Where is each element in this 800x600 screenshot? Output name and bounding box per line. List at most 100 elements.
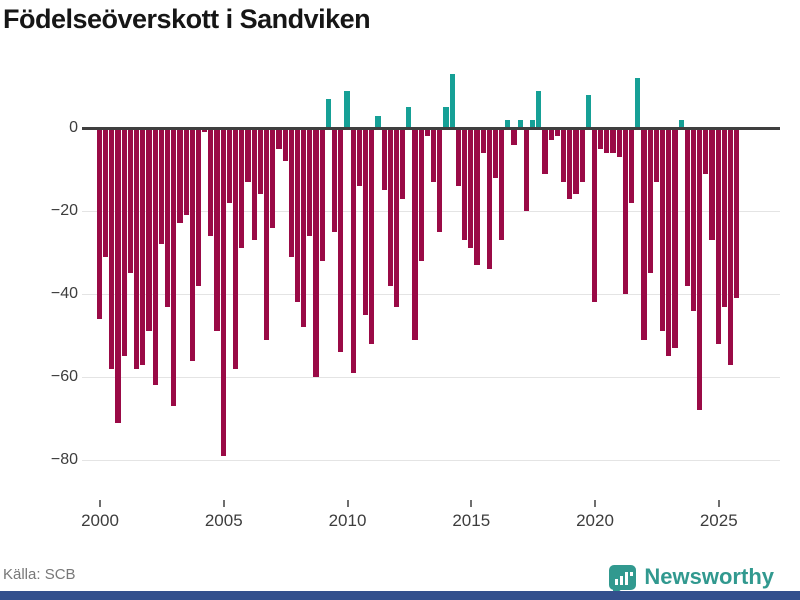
brand-footer-stripe (0, 591, 800, 600)
bar-negative (214, 128, 220, 332)
bar-negative (437, 128, 443, 232)
bar-negative (721, 128, 728, 307)
bar-negative (189, 128, 195, 361)
bar-positive (344, 90, 350, 128)
bar-negative (313, 128, 319, 378)
bar-negative (418, 128, 424, 261)
x-tick-label: 2015 (452, 511, 491, 530)
bar-negative (294, 128, 301, 303)
y-tick-label: −60 (50, 368, 78, 386)
chart-title: Födelseöverskott i Sandviken (3, 4, 371, 34)
newsworthy-wordmark: Newsworthy (644, 564, 774, 589)
zero-axis-line (82, 126, 780, 130)
bar-negative (257, 128, 263, 195)
bar-negative (697, 128, 703, 411)
bar-negative (468, 128, 474, 249)
bar-negative (579, 128, 585, 182)
bar-negative (183, 128, 189, 216)
x-tick-label: 2010 (328, 511, 367, 530)
y-tick-label: 0 (69, 119, 78, 136)
bar-negative (96, 128, 103, 319)
bar-negative (164, 128, 171, 307)
bar-negative (369, 128, 375, 344)
bar-negative (728, 128, 734, 365)
x-tick-mark (99, 500, 101, 507)
bar-negative (220, 128, 226, 456)
x-tick-mark (594, 500, 596, 507)
x-tick-mark (470, 500, 473, 507)
x-tick-mark (222, 500, 225, 507)
bar-negative (158, 128, 164, 245)
bar-negative (653, 128, 659, 182)
bar-negative (641, 128, 647, 340)
x-tick-label: 2025 (699, 511, 738, 530)
bar-positive (678, 119, 684, 128)
bar-negative (270, 128, 276, 228)
bar-positive (585, 94, 591, 128)
bar-negative (659, 128, 666, 332)
x-tick-label: 2020 (576, 511, 614, 530)
bar-negative (461, 128, 468, 241)
y-tick-label: −20 (50, 202, 78, 220)
gridline (82, 210, 780, 212)
bar-positive (530, 119, 536, 128)
gridline (82, 459, 780, 461)
bar-negative (307, 128, 313, 236)
bar-negative (591, 128, 598, 303)
bar-negative (127, 128, 134, 274)
bar-negative (350, 128, 356, 373)
bar-negative (121, 128, 127, 357)
bar-negative (455, 128, 461, 187)
bar-negative (647, 128, 653, 274)
bar-negative (573, 128, 579, 195)
bar-negative (393, 128, 400, 307)
bar-positive (517, 119, 523, 128)
bar-negative (332, 128, 338, 232)
bar-negative (152, 128, 158, 386)
bar-negative (134, 128, 140, 369)
bar-positive (505, 119, 511, 128)
x-tick-label: 2005 (204, 511, 243, 530)
bar-negative (362, 128, 369, 315)
y-tick-label: −80 (50, 451, 78, 469)
bar-negative (703, 128, 709, 174)
x-tick-mark (717, 500, 720, 507)
bar-positive (449, 74, 455, 128)
bar-negative (356, 128, 362, 187)
bar-negative (109, 128, 115, 369)
bar-negative (554, 128, 560, 137)
newsworthy-logo[interactable]: Newsworthy (609, 564, 774, 596)
source-caption: Källa: SCB (3, 566, 76, 583)
gridline (82, 293, 780, 295)
bar-negative (598, 128, 604, 149)
bar-negative (511, 128, 517, 145)
y-tick-label: −40 (50, 285, 78, 303)
bar-negative (263, 128, 270, 340)
bar-negative (690, 128, 697, 311)
bar-negative (622, 128, 629, 295)
bar-negative (486, 128, 492, 270)
bar-negative (629, 128, 635, 203)
bar-negative (177, 128, 183, 224)
bar-negative (245, 128, 251, 182)
bar-negative (276, 128, 282, 149)
bar-negative (338, 128, 344, 353)
bar-negative (499, 128, 505, 241)
bar-positive (406, 107, 412, 128)
bar-negative (251, 128, 257, 241)
bar-negative (400, 128, 406, 199)
bar-negative (412, 128, 418, 340)
bar-negative (239, 128, 245, 249)
bar-positive (635, 78, 641, 128)
bar-negative (381, 128, 387, 191)
bar-negative (474, 128, 480, 266)
bar-negative (616, 128, 622, 158)
bar-negative (171, 128, 177, 407)
bar-negative (146, 128, 152, 332)
bar-negative (103, 128, 109, 257)
bar-negative (542, 128, 548, 174)
bar-negative (560, 128, 567, 182)
bar-negative (301, 128, 307, 328)
bar-negative (195, 128, 202, 286)
bar-negative (567, 128, 573, 199)
